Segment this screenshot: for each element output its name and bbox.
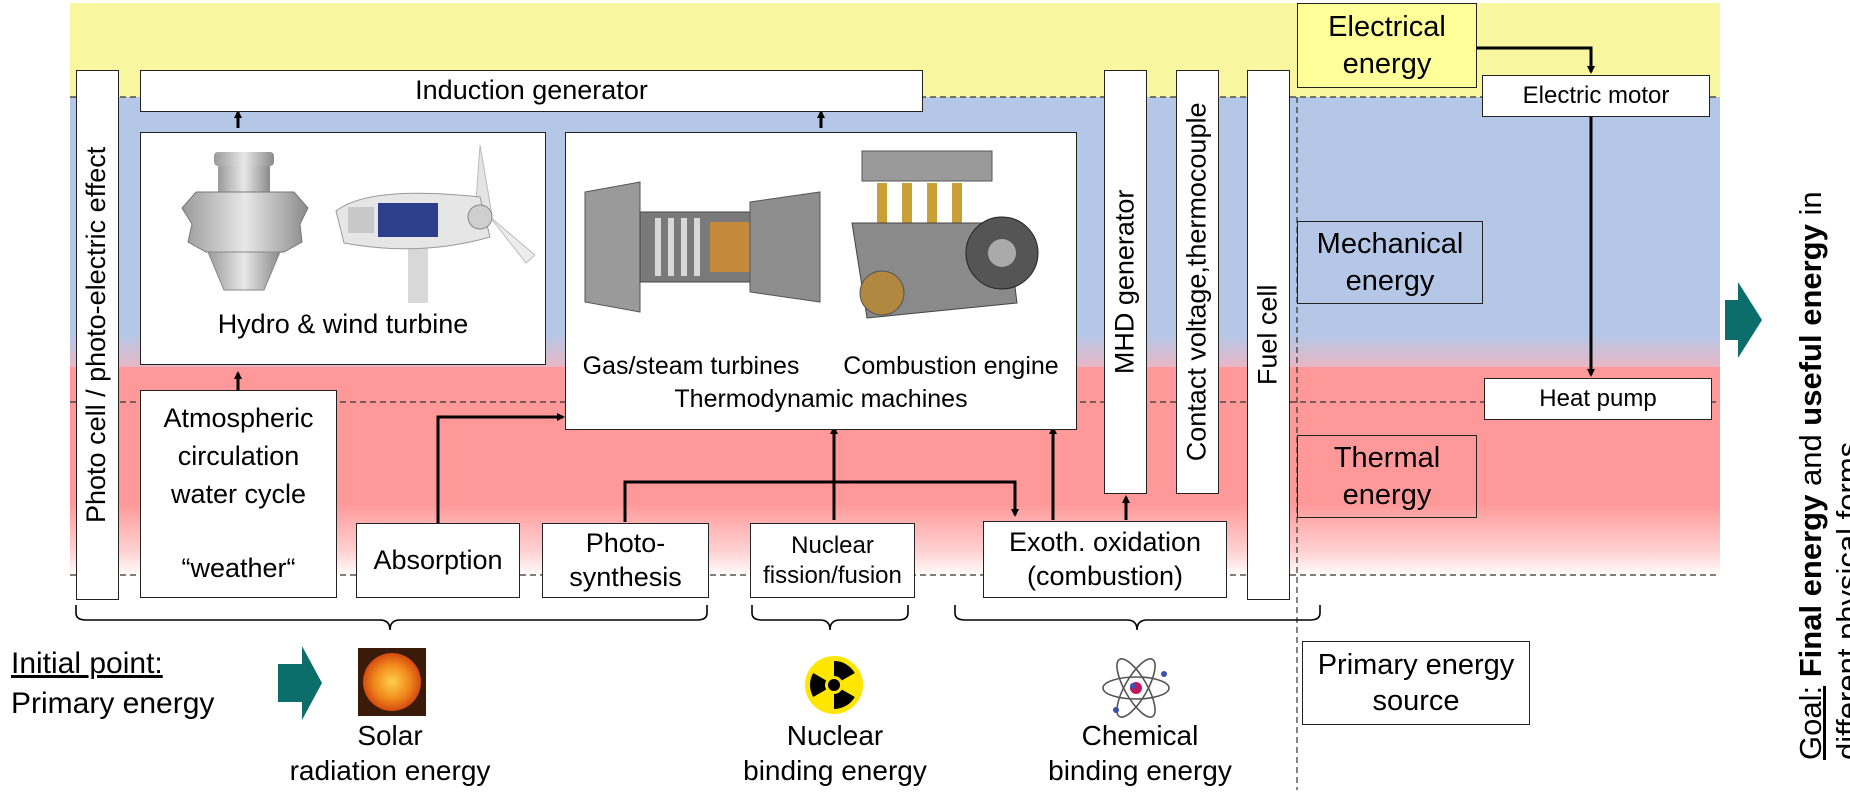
oxidation-line-1: Exoth. oxidation — [1008, 526, 1202, 557]
primary-source-label: Primary energy source — [1317, 648, 1515, 717]
mechanical-energy-label: Mechanical energy — [1316, 228, 1464, 297]
atmospheric-line-3: water cycle — [170, 479, 307, 509]
gas-steam-label: Gas/steam turbines — [582, 352, 800, 380]
photo-cell-label: Photo cell / photo-electric effect — [81, 146, 112, 524]
absorption-box: Absorption — [356, 523, 520, 598]
fuel-cell-label: Fuel cell — [1252, 284, 1283, 386]
absorption-label: Absorption — [373, 544, 503, 575]
hydro-wind-label: Hydro & wind turbine — [217, 309, 469, 340]
goal-text: Goal: Final energy and useful energy in … — [1792, 20, 1850, 760]
contact-voltage-box: Contact voltage,thermocouple — [1176, 70, 1219, 494]
nuclear-process-line-1: Nuclear — [791, 531, 874, 559]
solar-label: Solar radiation energy — [240, 718, 540, 788]
solar-line-1: Solar — [357, 720, 423, 751]
gas-turbine-icon — [584, 181, 821, 313]
photosynthesis-line-1: Photo- — [585, 527, 666, 558]
thermal-energy-label: Thermal energy — [1333, 442, 1441, 511]
primary-energy-label: Primary energy — [11, 687, 215, 720]
atmospheric-line-5: “weather“ — [181, 552, 296, 583]
atmospheric-box: Atmospheric circulation water cycle “wea… — [140, 390, 337, 598]
induction-generator-box: Induction generator — [140, 70, 923, 112]
initial-point-label: Initial point: — [11, 647, 163, 680]
nuclear-binding-line-1: Nuclear — [786, 720, 884, 751]
goal-line-1: Goal: Final energy and useful energy in — [1792, 20, 1829, 760]
atom-icon — [1102, 658, 1170, 718]
nuclear-process-line-2: fission/fusion — [763, 561, 902, 589]
oxidation-line-2: (combustion) — [1026, 560, 1184, 591]
electrical-energy-box: Electrical energy — [1297, 3, 1477, 88]
chemical-binding-line-2: binding energy — [1048, 755, 1232, 786]
nuclear-binding-label: Nuclear binding energy — [700, 718, 970, 788]
goal-line-2: different physical forms — [1830, 441, 1850, 760]
chemical-binding-label: Chemical binding energy — [1005, 718, 1275, 788]
goal-arrow-icon — [1725, 282, 1762, 358]
chemical-binding-line-1: Chemical — [1081, 720, 1199, 751]
fuel-cell-box: Fuel cell — [1247, 70, 1290, 600]
radiation-icon — [805, 656, 863, 714]
thermal-energy-box: Thermal energy — [1297, 435, 1477, 518]
photosynthesis-box: Photo- synthesis — [542, 523, 709, 598]
electrical-energy-label: Electrical energy — [1328, 11, 1446, 80]
atmospheric-line-1: Atmospheric — [163, 403, 314, 434]
contact-voltage-label: Contact voltage,thermocouple — [1181, 102, 1212, 462]
nuclear-process-box: Nuclear fission/fusion — [750, 523, 915, 598]
atmospheric-line-2: circulation — [177, 441, 300, 472]
electric-motor-label: Electric motor — [1522, 82, 1670, 109]
mhd-generator-label: MHD generator — [1109, 189, 1140, 375]
mhd-generator-box: MHD generator — [1104, 70, 1147, 494]
photo-cell-box: Photo cell / photo-electric effect — [76, 70, 119, 600]
primary-arrow-icon — [278, 646, 322, 720]
primary-source-box: Primary energy source — [1302, 641, 1530, 725]
photosynthesis-line-2: synthesis — [569, 561, 682, 592]
solar-line-2: radiation energy — [289, 755, 491, 786]
electric-motor-box: Electric motor — [1482, 75, 1710, 117]
goal-prefix: Goal: — [1793, 685, 1828, 760]
combustion-engine-label: Combustion engine — [843, 352, 1059, 380]
goal-and: and — [1793, 425, 1828, 495]
mechanical-energy-box: Mechanical energy — [1297, 221, 1483, 304]
wind-turbine-icon — [335, 145, 535, 303]
heat-pump-box: Heat pump — [1484, 378, 1712, 420]
sun-icon — [358, 648, 426, 716]
heat-pump-label: Heat pump — [1539, 385, 1657, 412]
goal-final-energy: Final energy — [1793, 494, 1828, 678]
hydro-turbine-icon — [181, 152, 309, 291]
goal-in: in — [1793, 191, 1828, 225]
oxidation-box: Exoth. oxidation (combustion) — [983, 521, 1227, 598]
combustion-engine-icon — [851, 150, 1039, 319]
thermo-machines-label: Thermodynamic machines — [674, 385, 968, 413]
nuclear-binding-line-2: binding energy — [743, 755, 927, 786]
induction-generator-label: Induction generator — [415, 75, 648, 106]
goal-useful-energy: useful energy — [1793, 224, 1828, 426]
